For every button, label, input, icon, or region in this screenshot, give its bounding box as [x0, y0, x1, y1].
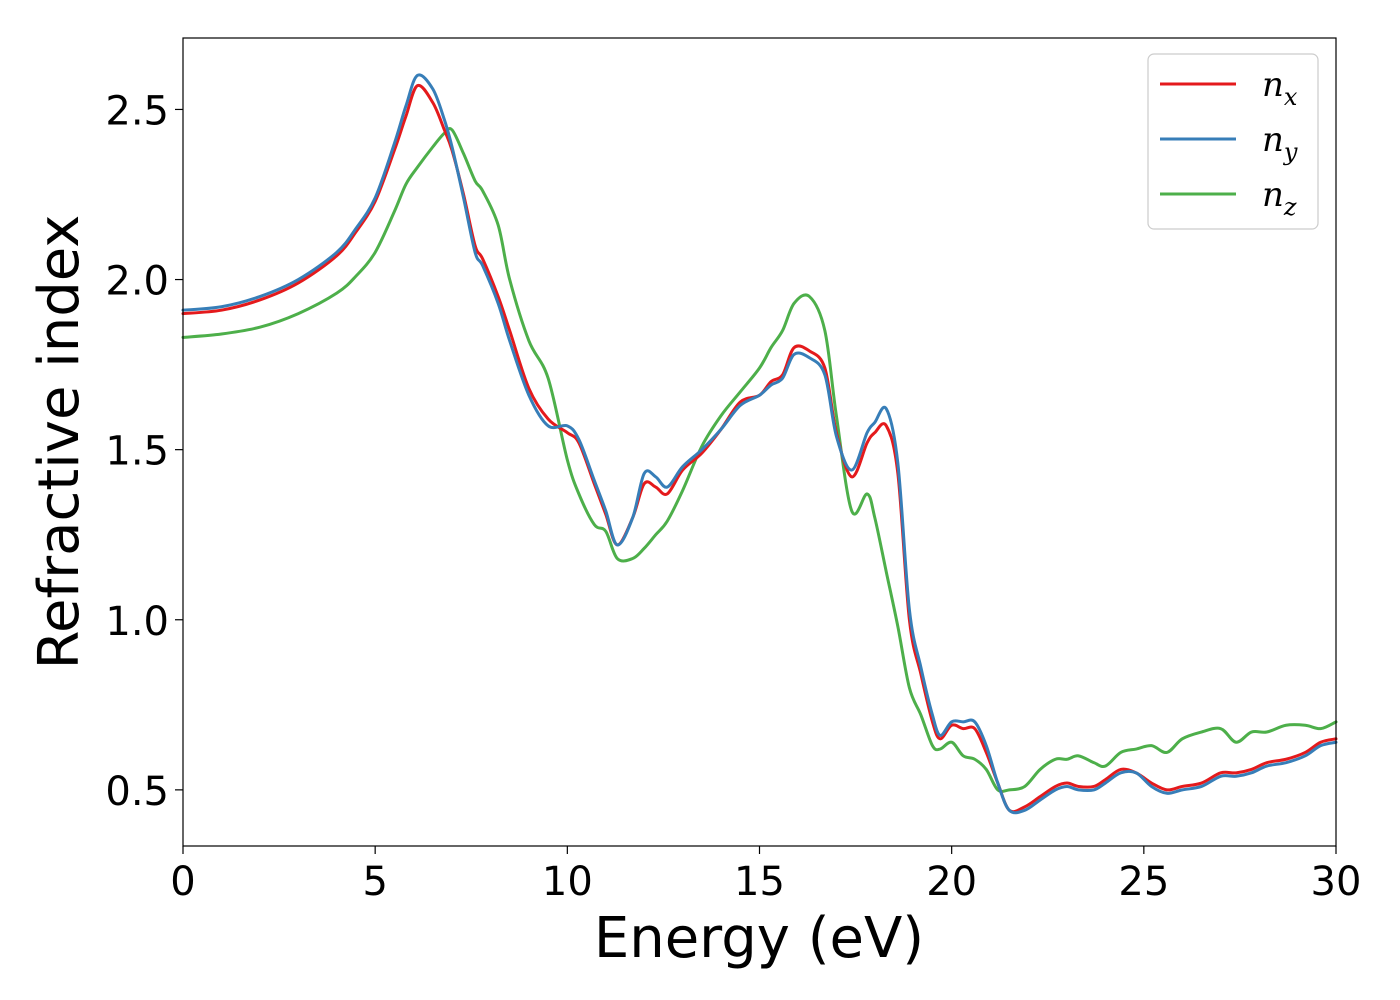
- legend-entry-ny: ny: [1262, 120, 1298, 166]
- y-tick-label: 2.0: [105, 259, 169, 305]
- legend-entry-nz: nz: [1262, 175, 1297, 221]
- x-axis-ticks: 0 5 10 15 20 25 30: [170, 846, 1361, 905]
- x-tick-label: 30: [1311, 859, 1362, 905]
- legend-entry-nx: nx: [1262, 65, 1298, 111]
- x-tick-label: 25: [1118, 859, 1169, 905]
- series-line-nz: [181, 127, 1338, 794]
- y-tick-label: 2.5: [105, 88, 169, 134]
- legend: nx ny nz: [1147, 53, 1319, 230]
- series-line-ny: [181, 73, 1338, 815]
- y-axis-label: Refractive index: [27, 215, 92, 670]
- y-tick-label: 1.0: [105, 599, 169, 645]
- y-axis-ticks: 0.5 1.0 1.5 2.0 2.5: [105, 88, 183, 815]
- series-layer: [181, 73, 1338, 815]
- x-tick-label: 20: [926, 859, 977, 905]
- x-tick-label: 15: [734, 859, 785, 905]
- x-tick-label: 5: [362, 859, 387, 905]
- y-tick-label: 1.5: [105, 429, 169, 475]
- x-tick-label: 0: [170, 859, 195, 905]
- x-axis-label: Energy (eV): [594, 906, 924, 971]
- legend-box: [1147, 53, 1319, 230]
- y-tick-label: 0.5: [105, 769, 169, 815]
- x-tick-label: 10: [542, 859, 593, 905]
